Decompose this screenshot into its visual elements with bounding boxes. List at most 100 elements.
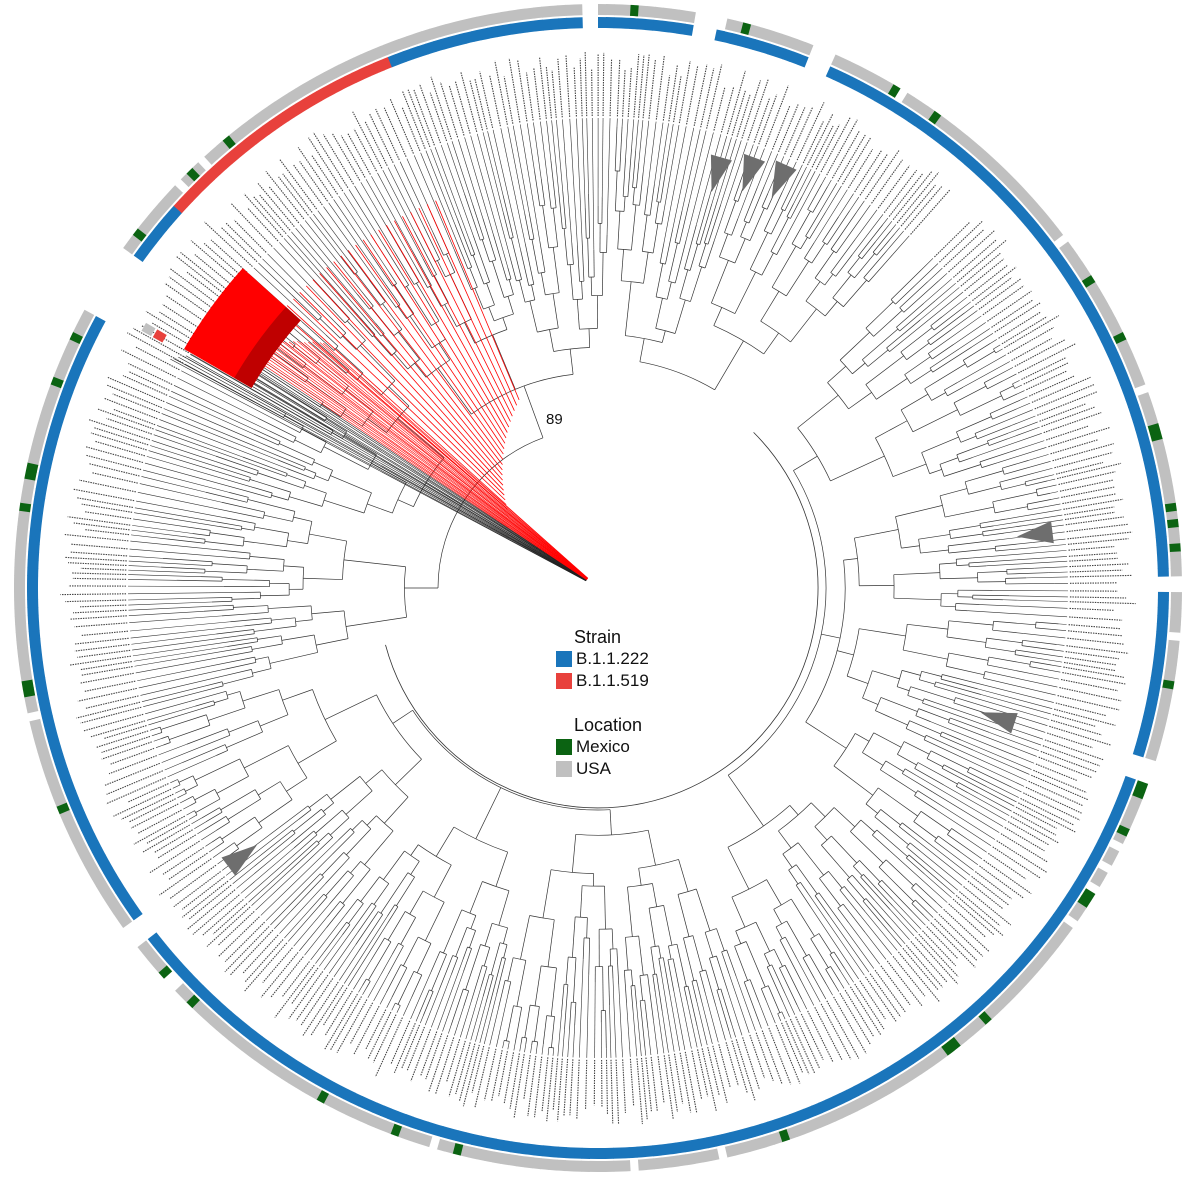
- tip-branch: [578, 959, 584, 1058]
- tip-label: [1049, 725, 1112, 746]
- branch-arc: [505, 980, 511, 983]
- tip-label: [539, 57, 547, 119]
- tip-label: [146, 819, 188, 844]
- strain-ring-segment: [598, 17, 607, 29]
- branch-arc: [350, 828, 355, 833]
- tip-branch: [874, 899, 910, 941]
- strain-ring-segment: [27, 551, 40, 561]
- tip-label: [1068, 552, 1118, 557]
- tip-branch: [663, 126, 687, 244]
- strain-ring-segment: [1070, 282, 1085, 295]
- tip-label: [483, 1048, 497, 1101]
- branch-arc: [467, 946, 472, 949]
- tip-label: [67, 516, 131, 526]
- location-ring-segment: [1001, 988, 1016, 1003]
- tip-branch: [669, 992, 681, 1051]
- strain-ring-segment: [40, 707, 53, 719]
- location-ring-segment: [330, 1097, 344, 1112]
- location-ring-segment: [141, 322, 156, 337]
- branch-arc: [862, 898, 867, 902]
- branch: [934, 840, 949, 852]
- strain-ring-segment: [1146, 692, 1159, 704]
- tip-branch: [696, 1026, 702, 1047]
- branch: [241, 527, 255, 531]
- location-ring-segment: [1001, 173, 1016, 188]
- strain-ring-segment: [713, 1134, 725, 1147]
- b11519-branch: [418, 207, 515, 411]
- tip-branch: [492, 129, 522, 251]
- branch: [208, 707, 246, 721]
- branch: [342, 335, 357, 350]
- branch: [183, 563, 212, 567]
- tip-label: [983, 859, 1032, 895]
- tip-label: [189, 884, 232, 920]
- strain-ring-segment: [1024, 944, 1038, 959]
- strain-ring-segment: [874, 91, 888, 106]
- tip-label: [121, 793, 174, 820]
- strain-ring-segment: [518, 1142, 528, 1155]
- branch: [220, 646, 252, 653]
- tip-branch: [183, 805, 191, 810]
- strain-ring-segment: [432, 38, 445, 52]
- tip-label: [420, 1031, 438, 1077]
- fan-branch: [182, 355, 587, 581]
- tip-label: [1029, 375, 1075, 397]
- branch: [989, 399, 1021, 414]
- branch-arc: [642, 251, 654, 254]
- branch-arc: [466, 926, 476, 931]
- branch: [258, 799, 293, 824]
- branch-arc: [922, 698, 925, 704]
- location-ring-segment: [460, 1144, 472, 1158]
- tip-label: [753, 97, 771, 143]
- tip-label: [712, 1045, 728, 1103]
- tip-label: [446, 1039, 461, 1083]
- branch-arc: [655, 328, 676, 334]
- location-ring-segment: [33, 733, 47, 746]
- strain-ring-segment: [533, 1144, 544, 1157]
- tip-label: [393, 1022, 416, 1074]
- strain-ring-segment: [969, 1001, 984, 1016]
- branch: [304, 468, 317, 474]
- location-ring-segment: [37, 414, 51, 427]
- tip-branch: [135, 657, 216, 674]
- branch-arc: [711, 302, 736, 314]
- strain-ring-segment: [963, 155, 978, 170]
- branch: [943, 464, 981, 477]
- location-ring-segment: [1164, 502, 1177, 513]
- legend-swatch-usa: [556, 761, 572, 777]
- tip-label: [796, 102, 825, 161]
- strain-ring-segment: [766, 1119, 779, 1133]
- location-ring-segment: [1077, 895, 1092, 909]
- branch: [397, 418, 445, 459]
- branch-arc: [760, 320, 791, 343]
- tip-branch: [720, 140, 742, 205]
- tip-branch: [379, 992, 387, 1005]
- tip-branch: [618, 984, 623, 1058]
- legend-label-usa: USA: [576, 759, 611, 778]
- branch: [398, 331, 420, 360]
- branch-arc: [906, 854, 910, 859]
- branch: [293, 830, 315, 849]
- tip-branch: [988, 732, 1040, 752]
- branch: [955, 603, 980, 605]
- location-ring-segment: [147, 952, 162, 967]
- location-ring-segment: [180, 173, 195, 188]
- tip-branch: [838, 193, 854, 217]
- branch: [464, 193, 481, 241]
- tip-label: [725, 1042, 739, 1086]
- tip-label: [389, 98, 414, 154]
- strain-ring-segment: [322, 1078, 336, 1093]
- fan-branch: [277, 341, 588, 580]
- strain-ring-segment: [998, 188, 1012, 203]
- tip-branch: [519, 124, 541, 242]
- branch: [639, 975, 643, 1001]
- tip-label: [764, 85, 789, 147]
- location-ring-segment: [874, 76, 887, 91]
- tip-label: [844, 989, 875, 1038]
- branch: [411, 250, 432, 286]
- strain-ring-segment: [43, 441, 57, 453]
- strain-ring-segment: [249, 1031, 263, 1046]
- tip-branch: [283, 238, 347, 308]
- strain-ring-segment: [30, 653, 43, 664]
- strain-ring-segment: [249, 130, 263, 145]
